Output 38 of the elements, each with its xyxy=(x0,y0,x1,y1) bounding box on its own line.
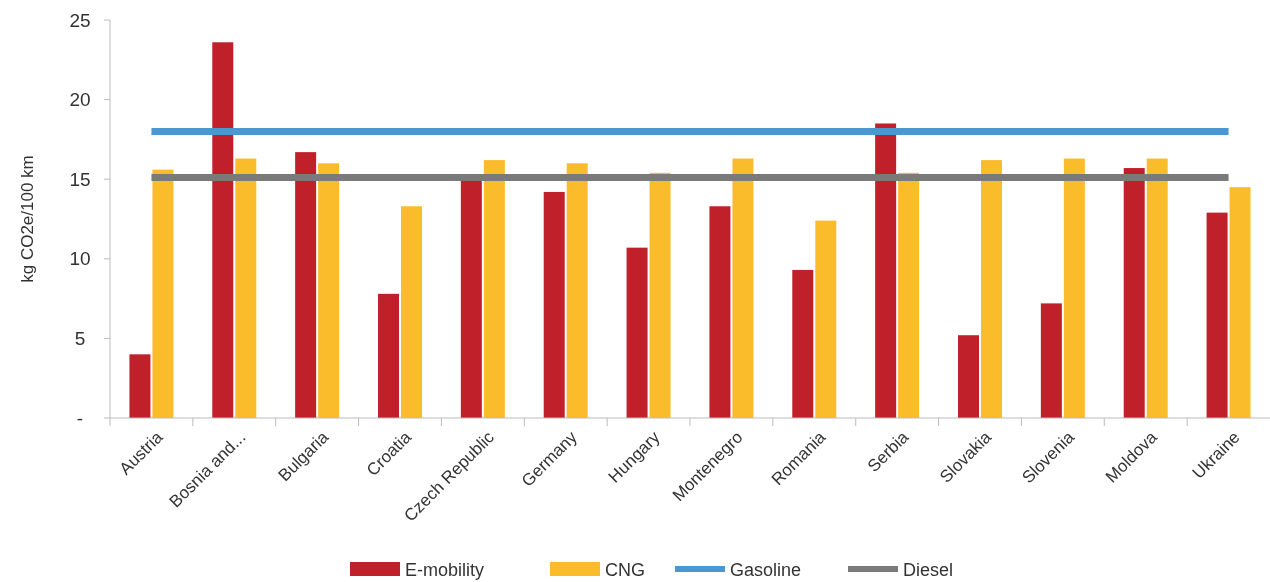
legend-label: CNG xyxy=(605,560,645,581)
legend-label: Gasoline xyxy=(730,560,802,581)
bar xyxy=(732,158,754,418)
bar xyxy=(709,206,731,418)
bar xyxy=(401,206,422,418)
y-tick-label: 20 xyxy=(69,89,91,111)
bar xyxy=(1040,303,1062,418)
y-tick-label: 25 xyxy=(69,9,91,31)
bar xyxy=(815,220,837,418)
bar xyxy=(212,42,234,418)
y-tick-label: 15 xyxy=(69,168,91,190)
y-tick-label: 10 xyxy=(69,248,91,270)
legend-label: E-mobility xyxy=(405,560,485,581)
bar xyxy=(792,269,814,418)
bar xyxy=(875,123,897,418)
bar xyxy=(626,247,648,418)
bar xyxy=(981,160,1002,418)
bar xyxy=(483,160,505,418)
bar xyxy=(649,172,671,418)
y-tick-label: - xyxy=(76,407,84,429)
bar xyxy=(129,354,151,418)
bar xyxy=(898,172,920,418)
bar xyxy=(318,163,340,418)
bar xyxy=(1229,187,1251,418)
bar xyxy=(1063,158,1085,418)
bar xyxy=(1146,158,1168,418)
bar xyxy=(152,169,174,418)
bar xyxy=(235,158,257,418)
bar xyxy=(543,191,565,418)
y-tick-label: 5 xyxy=(74,328,86,350)
legend-label: Diesel xyxy=(903,560,954,581)
bar xyxy=(1206,212,1228,418)
bar xyxy=(958,335,979,418)
bar xyxy=(378,293,399,418)
bar xyxy=(1123,168,1145,418)
bar xyxy=(566,163,588,418)
bar xyxy=(295,152,317,418)
y-axis-title: kg CO2e/100 km xyxy=(18,155,37,283)
